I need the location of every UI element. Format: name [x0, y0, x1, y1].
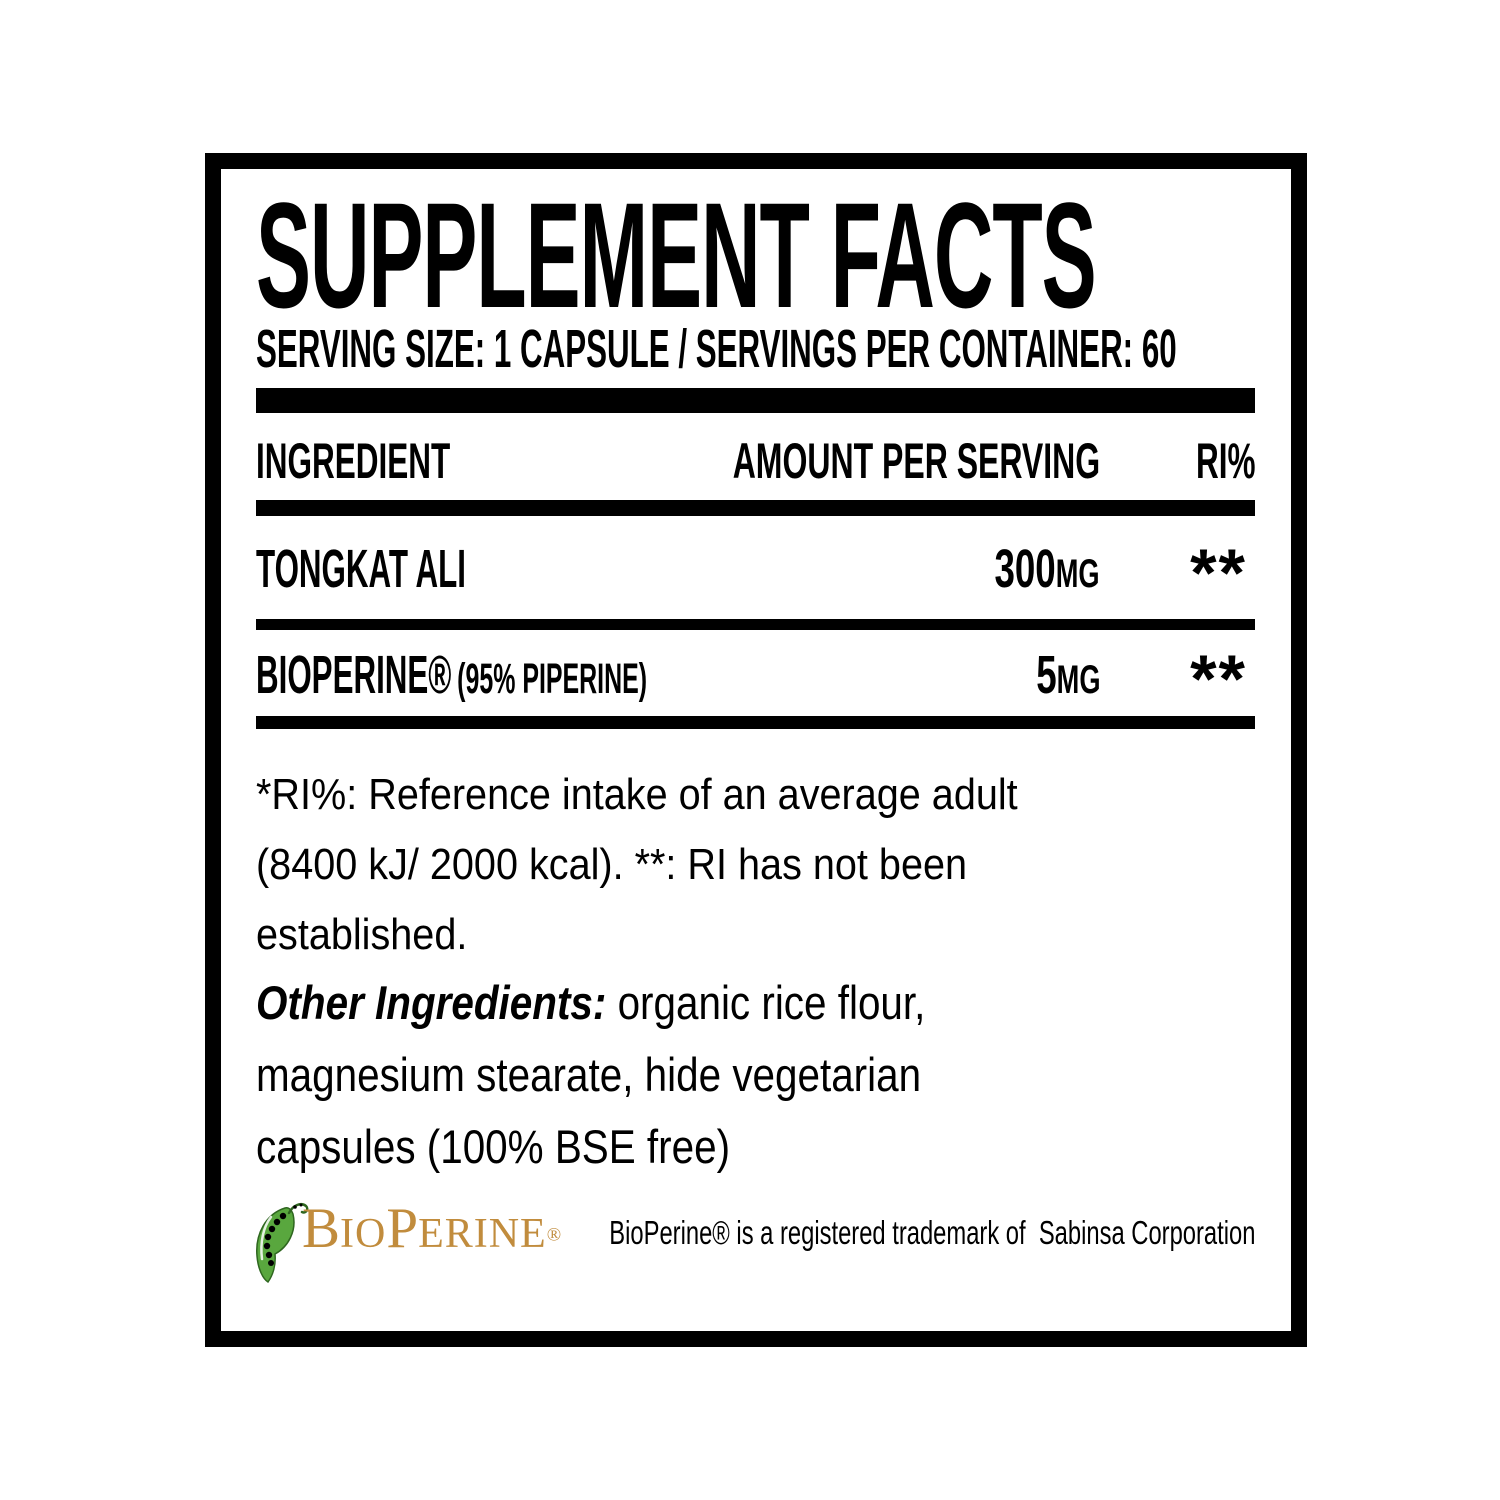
table-row-ingredient-1: TONGKAT ALI: [256, 542, 628, 600]
logo-registered-mark: ®: [546, 1224, 562, 1246]
logo-letter-p: P: [386, 1197, 419, 1260]
ri-cell-2: **: [1190, 645, 1247, 713]
supplement-facts-label: SUPPLEMENT FACTS SERVING SIZE: 1 CAPSULE…: [205, 153, 1307, 1347]
column-header-amount-text: AMOUNT PER SERVING: [732, 433, 1100, 489]
column-header-ri: RI%: [1161, 436, 1255, 486]
ingredient-name-2: BIOPERINE® (95% PIPERINE): [256, 648, 647, 706]
amount-cell-1: 300MG: [945, 542, 1100, 601]
amount-value-1: 300: [994, 539, 1057, 599]
ri-footnote: *RI%: Reference intake of an average adu…: [256, 760, 1102, 970]
ingredient-note-2: (95% PIPERINE): [457, 655, 648, 703]
page-title: SUPPLEMENT FACTS: [256, 180, 1500, 330]
column-header-ingredient-text: INGREDIENT: [256, 433, 451, 489]
column-header-ri-text: RI%: [1195, 433, 1255, 489]
amount-cell-2-text: 5MG: [1036, 648, 1100, 707]
ri-footnote-line-3: established.: [256, 910, 468, 959]
ri-footnote-line-2: (8400 kJ/ 2000 kcal). **: RI has not bee…: [256, 840, 968, 889]
bioperine-leaf-icon: [251, 1201, 313, 1285]
other-ingredients-line-2: magnesium stearate, hide vegetarian: [256, 1048, 922, 1101]
divider-header: [256, 500, 1255, 516]
table-row-ingredient-2: BIOPERINE® (95% PIPERINE): [256, 648, 930, 706]
serving-info: SERVING SIZE: 1 CAPSULE / SERVINGS PER C…: [256, 322, 1500, 376]
other-ingredients-line-1: Other Ingredients: organic rice flour,: [256, 967, 925, 1039]
ri-value-2: **: [1190, 641, 1247, 717]
ingredient-name-2-text: BIOPERINE®: [256, 645, 452, 705]
column-header-ingredient: INGREDIENT: [256, 436, 564, 486]
amount-unit-2: MG: [1056, 658, 1100, 702]
divider-row-2: [256, 716, 1255, 729]
other-ingredients-line-1-rest: organic rice flour,: [606, 976, 926, 1029]
trademark-note: BioPerine® is a registered trademark of …: [358, 1214, 1255, 1252]
logo-letters-io: IO: [340, 1211, 387, 1257]
column-header-amount: AMOUNT PER SERVING: [526, 436, 1100, 486]
divider-thick-1: [256, 388, 1255, 413]
label-border-frame: [205, 153, 1307, 1347]
amount-cell-2: 5MG: [1006, 648, 1100, 707]
amount-unit-1: MG: [1056, 552, 1100, 596]
trademark-note-text: BioPerine® is a registered trademark of …: [608, 1214, 1255, 1251]
ri-footnote-line-1: *RI%: Reference intake of an average adu…: [256, 770, 1018, 819]
divider-row-1: [256, 619, 1255, 630]
amount-value-2: 5: [1035, 645, 1057, 705]
serving-info-text: SERVING SIZE: 1 CAPSULE / SERVINGS PER C…: [256, 319, 1177, 379]
other-ingredients: Other Ingredients: organic rice flour, m…: [256, 967, 1034, 1183]
ingredient-name-1: TONGKAT ALI: [256, 539, 466, 599]
ri-cell-1: **: [1190, 539, 1247, 607]
other-ingredients-line-3: capsules (100% BSE free): [256, 1120, 731, 1173]
other-ingredients-lead: Other Ingredients:: [256, 976, 607, 1029]
logo-letters-erine: ERINE: [418, 1211, 547, 1257]
amount-cell-1-text: 300MG: [995, 542, 1100, 601]
bioperine-logo-wordmark: BIOPERINE®: [302, 1200, 561, 1271]
ri-value-1: **: [1190, 535, 1247, 611]
logo-letter-b: B: [302, 1197, 341, 1260]
page-title-text: SUPPLEMENT FACTS: [256, 171, 1097, 339]
